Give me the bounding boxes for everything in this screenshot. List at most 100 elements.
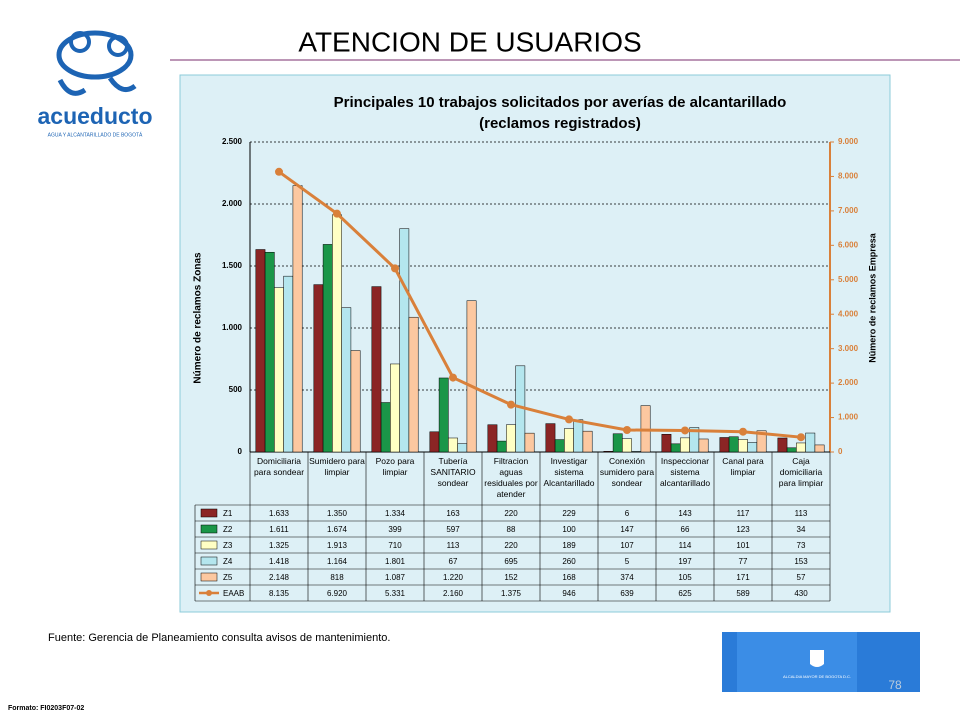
- alcaldia-text: ALCALDIA MAYOR DE BOGOTA D.C.: [783, 674, 851, 679]
- bar: [545, 423, 556, 453]
- y2-tick-label: 8.000: [838, 172, 859, 181]
- table-cell: 34: [797, 525, 806, 534]
- table-cell: 105: [678, 573, 692, 582]
- table-cell: 143: [678, 509, 692, 518]
- y2-tick-label: 9.000: [838, 137, 859, 146]
- alcaldia-shield: [810, 650, 824, 667]
- line-marker: [681, 426, 689, 435]
- source-note: Fuente: Gerencia de Planeamiento consult…: [48, 632, 390, 644]
- table-cell: 1.325: [269, 541, 290, 550]
- table-cell: 946: [562, 589, 576, 598]
- y-tick-label: 2.000: [222, 199, 243, 208]
- table-cell: 1.674: [327, 525, 348, 534]
- table-cell: 5: [625, 557, 630, 566]
- table-cell: 6: [625, 509, 630, 518]
- table-cell: 399: [388, 525, 402, 534]
- logo-text: acueducto: [37, 103, 152, 129]
- y-tick-label: 2.500: [222, 137, 243, 146]
- slide-title: ATENCION DE USUARIOS: [298, 26, 641, 57]
- bar: [292, 185, 303, 453]
- x-tick-label: Investigar sistema Alcantarillado: [543, 456, 595, 488]
- y-tick-label: 1.500: [222, 261, 243, 270]
- chart-title: Principales 10 trabajos solicitados por …: [334, 94, 787, 111]
- table-cell: 597: [446, 525, 460, 534]
- bar: [698, 438, 709, 453]
- table-cell: 260: [562, 557, 576, 566]
- legend-label: EAAB: [223, 589, 244, 598]
- x-tick-label: Domiciliaria para sondear: [253, 456, 305, 477]
- table-cell: 1.375: [501, 589, 522, 598]
- bar: [786, 447, 797, 453]
- bar: [796, 442, 806, 453]
- legend-label: Z1: [223, 509, 233, 518]
- table-cell: 1.418: [269, 557, 290, 566]
- table-cell: 710: [388, 541, 402, 550]
- table-cell: 220: [504, 541, 518, 550]
- bar: [747, 442, 758, 453]
- bar: [341, 307, 352, 453]
- line-marker: [739, 427, 747, 436]
- line-marker: [623, 425, 631, 434]
- table-cell: 1.913: [327, 541, 348, 550]
- table-cell: 589: [736, 589, 750, 598]
- bar: [332, 214, 342, 453]
- x-tick-label: Sumidero para limpiar: [309, 456, 365, 477]
- bar: [264, 251, 275, 453]
- table-cell: 101: [736, 541, 750, 550]
- line-series: [278, 170, 802, 439]
- line-marker: [275, 167, 283, 176]
- bar: [631, 451, 642, 453]
- legend-label: Z4: [223, 557, 233, 566]
- bar: [380, 402, 391, 453]
- bar: [487, 424, 498, 453]
- table-cell: 168: [562, 573, 576, 582]
- legend-swatch: [200, 540, 218, 550]
- bar: [554, 439, 565, 453]
- y-axis-title: Número de reclamos Zonas: [193, 252, 204, 384]
- legend-label: Z5: [223, 573, 233, 582]
- y2-tick-label: 5.000: [838, 275, 859, 284]
- bar: [506, 424, 516, 453]
- bar: [738, 439, 748, 453]
- bar: [274, 287, 284, 453]
- line-marker: [391, 264, 399, 273]
- table-cell: 430: [794, 589, 808, 598]
- x-tick-label: Filtracion aguas residuales por atender: [484, 456, 538, 499]
- table-cell: 1.611: [269, 525, 289, 534]
- bar: [573, 419, 584, 453]
- legend-swatch: [200, 572, 218, 582]
- table-cell: 1.350: [327, 509, 348, 518]
- bar: [408, 316, 419, 453]
- bar: [680, 437, 690, 453]
- y2-tick-label: 4.000: [838, 309, 859, 318]
- table-cell: 1.164: [327, 557, 348, 566]
- table-cell: 57: [797, 573, 806, 582]
- bar: [371, 286, 382, 453]
- table-cell: 2.148: [269, 573, 290, 582]
- bar: [661, 434, 672, 453]
- line-marker: [449, 373, 457, 382]
- bar: [564, 428, 574, 453]
- table-cell: 1.633: [269, 509, 290, 518]
- table-cell: 189: [562, 541, 576, 550]
- bar: [719, 437, 730, 453]
- bar: [322, 244, 333, 453]
- table-cell: 1.334: [385, 509, 406, 518]
- y-tick-label: 1.000: [222, 323, 243, 332]
- y2-tick-label: 6.000: [838, 240, 859, 249]
- table-cell: 77: [739, 557, 748, 566]
- legend-swatch: [200, 508, 218, 518]
- y2-axis-title: Número de reclamos Empresa: [867, 232, 877, 363]
- bar: [283, 275, 294, 453]
- table-cell: 73: [797, 541, 806, 550]
- y-tick-label: 500: [229, 385, 243, 394]
- table-cell: 639: [620, 589, 634, 598]
- bar: [350, 350, 361, 453]
- table-cell: 163: [446, 509, 460, 518]
- table-cell: 66: [681, 525, 690, 534]
- y2-tick-label: 0: [838, 447, 843, 456]
- legend-label: Z3: [223, 541, 233, 550]
- line-marker: [507, 400, 515, 409]
- table-cell: 5.331: [385, 589, 406, 598]
